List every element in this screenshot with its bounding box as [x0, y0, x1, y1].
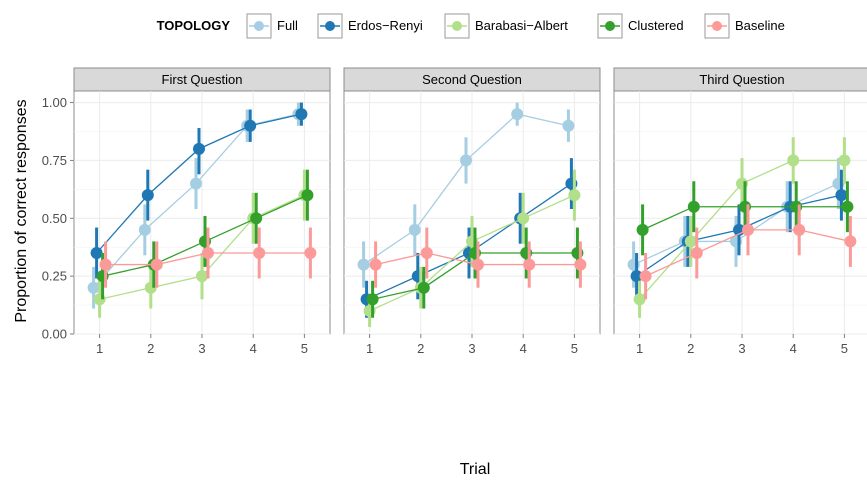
x-tick-label: 5 [571, 341, 578, 356]
data-point [639, 270, 652, 283]
data-point [357, 258, 370, 271]
x-tick-label: 2 [417, 341, 424, 356]
y-tick-label: 0.00 [42, 327, 67, 342]
data-point [633, 293, 646, 306]
data-point [87, 281, 100, 294]
data-point [253, 247, 266, 259]
legend-key-point [712, 21, 722, 31]
legend-key-point [452, 21, 462, 31]
facet-panel-third-question: Third Question 1 2 3 4 5 [613, 67, 867, 356]
legend-title: TOPOLOGY [157, 18, 231, 33]
data-point [408, 223, 421, 236]
data-point [369, 258, 382, 271]
x-tick-label: 1 [366, 341, 373, 356]
x-tick-label: 4 [790, 341, 797, 356]
series-full [357, 102, 575, 288]
data-point [244, 119, 257, 132]
data-point [636, 223, 649, 236]
data-point [835, 189, 848, 202]
data-point [99, 258, 112, 271]
data-point [742, 223, 754, 236]
data-point [420, 247, 433, 259]
x-tick-label: 4 [520, 341, 527, 356]
legend-item-clustered: Clustered [597, 13, 684, 39]
data-point [196, 270, 208, 283]
facet-panel-first-question: First Question 1 2 3 4 5 0.00 0.25 0.50 0.75 1.00 [42, 67, 331, 356]
data-point [460, 154, 472, 167]
y-tick-label: 0.50 [42, 211, 67, 226]
data-point [202, 247, 214, 259]
data-point [295, 108, 308, 121]
y-tick-label: 1.00 [42, 95, 67, 110]
legend: TOPOLOGY Full Erdos−Renyi Barabasi−Albert C… [157, 13, 785, 39]
data-point [568, 189, 581, 202]
data-point [684, 235, 697, 248]
data-point [417, 281, 430, 294]
legend-label: Barabasi−Albert [475, 18, 568, 33]
x-tick-label: 5 [841, 341, 848, 356]
legend-label: Clustered [628, 18, 684, 33]
legend-key-point [325, 21, 335, 31]
data-point [523, 258, 536, 271]
x-axis-label: Trial [460, 461, 491, 478]
x-tick-label: 1 [636, 341, 643, 356]
y-axis-label: Proportion of correct responses [13, 99, 30, 322]
data-point [838, 154, 851, 167]
data-point [190, 177, 202, 190]
data-point [150, 258, 163, 271]
data-point [787, 154, 800, 167]
series-erdos-renyi [90, 102, 308, 279]
data-point [301, 189, 314, 202]
facet-panel-second-question: Second Question 1 2 3 4 5 [343, 67, 601, 356]
data-point [793, 223, 806, 236]
series-clustered [96, 169, 314, 300]
data-point [138, 223, 151, 236]
legend-item-barabasi-albert: Barabasi−Albert [444, 13, 568, 39]
data-point [841, 200, 854, 213]
facet-title: Third Question [699, 72, 784, 87]
legend-key-point [254, 21, 264, 31]
y-tick-label: 0.75 [42, 153, 67, 168]
data-point [517, 212, 530, 225]
y-tick-label: 0.25 [42, 269, 67, 284]
data-point [562, 119, 575, 132]
x-tick-label: 3 [198, 341, 205, 356]
data-point [366, 293, 379, 306]
data-point [844, 235, 857, 248]
data-point [574, 258, 587, 271]
legend-label: Baseline [735, 18, 785, 33]
data-point [511, 108, 524, 121]
series-baseline [99, 227, 317, 288]
legend-label: Erdos−Renyi [348, 18, 423, 33]
x-tick-label: 3 [738, 341, 745, 356]
data-point [304, 247, 317, 259]
x-tick-label: 2 [147, 341, 154, 356]
data-point [630, 270, 643, 283]
series-baseline [639, 204, 857, 300]
legend-key-point [605, 21, 615, 31]
data-point [472, 258, 484, 271]
x-tick-label: 1 [96, 341, 103, 356]
legend-item-erdos-renyi: Erdos−Renyi [317, 13, 423, 39]
series-baseline [369, 227, 587, 288]
data-point [690, 247, 703, 259]
x-tick-label: 5 [301, 341, 308, 356]
data-point [250, 212, 263, 225]
series-clustered [636, 181, 854, 256]
x-tick-label: 4 [250, 341, 257, 356]
facet-title: First Question [162, 72, 243, 87]
series-barabasi-albert [633, 137, 851, 318]
data-point [141, 189, 154, 202]
x-tick-label: 3 [468, 341, 475, 356]
facet-panels: First Question 1 2 3 4 5 0.00 0.25 0.50 0.75 1.00 S… [42, 67, 867, 356]
data-point [193, 142, 205, 155]
x-tick-label: 2 [687, 341, 694, 356]
legend-item-baseline: Baseline [704, 13, 785, 39]
data-point [687, 200, 700, 213]
legend-label: Full [277, 18, 298, 33]
data-point [90, 247, 103, 259]
legend-item-full: Full [246, 13, 298, 39]
facet-title: Second Question [422, 72, 522, 87]
